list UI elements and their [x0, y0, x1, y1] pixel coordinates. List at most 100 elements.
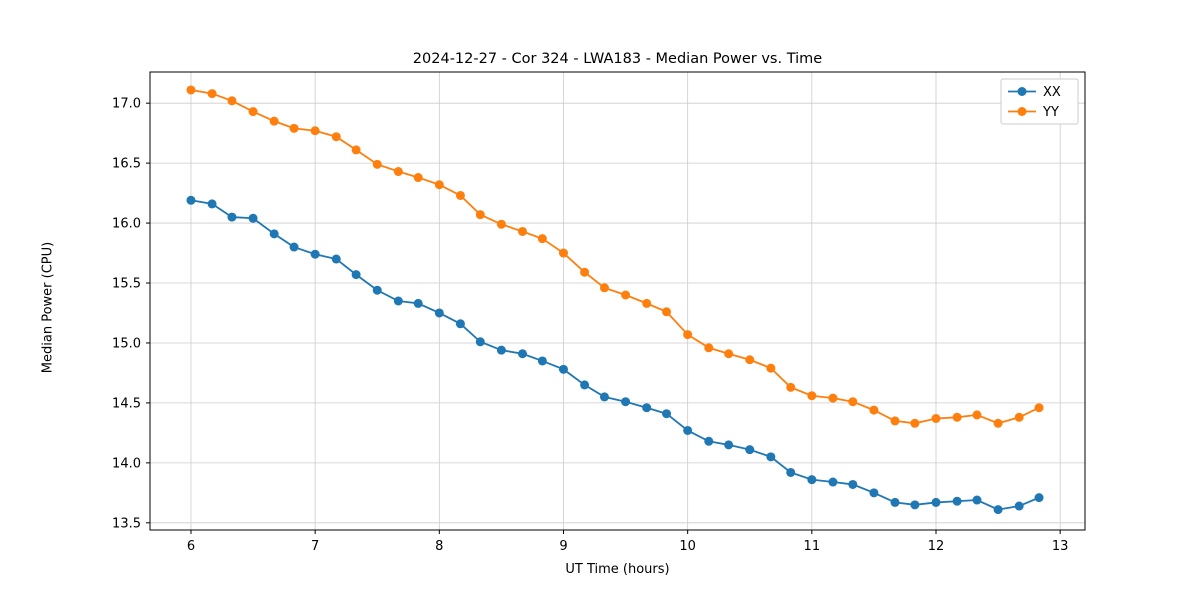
series-yy-marker [599, 283, 609, 293]
y-tick-label: 16.5 [112, 157, 141, 172]
series-yy-marker [745, 355, 755, 365]
series-yy-marker [413, 173, 423, 183]
legend-marker-sample [1017, 107, 1027, 116]
series-xx-marker [704, 436, 714, 446]
legend-box [1000, 78, 1079, 125]
series-yy-marker [310, 126, 320, 136]
series-xx-marker [952, 496, 962, 506]
series-yy-marker [269, 116, 279, 126]
series-xx-marker [993, 505, 1003, 515]
series-yy-marker [496, 219, 506, 229]
x-tick-label: 6 [187, 539, 195, 554]
series-yy-marker [186, 85, 196, 95]
series-xx-marker [807, 475, 817, 485]
x-tick-label: 13 [1052, 539, 1069, 554]
y-axis-label: Median Power (CPU) [40, 241, 56, 374]
series-xx-marker [621, 397, 631, 407]
series-yy-marker [372, 159, 382, 169]
series-yy-marker [331, 132, 341, 142]
series-yy-marker [1014, 412, 1024, 422]
series-yy-marker [1034, 403, 1044, 413]
legend-marker-sample [1017, 87, 1027, 96]
series-yy-marker [704, 343, 714, 353]
x-tick-label: 7 [311, 539, 319, 554]
series-xx-marker [1034, 493, 1044, 503]
series-yy-marker [828, 393, 838, 403]
series-xx-marker [393, 296, 403, 306]
series-xx-marker [351, 270, 361, 280]
series-xx-marker [269, 229, 279, 239]
series-xx-marker [662, 409, 672, 419]
series-xx-marker [890, 497, 900, 507]
series-yy-marker [890, 416, 900, 426]
series-xx-marker [496, 345, 506, 355]
series-xx-marker [537, 356, 547, 366]
series-yy-marker [910, 418, 920, 428]
y-tick-label: 16.0 [112, 217, 141, 232]
series-yy-marker [869, 405, 879, 415]
x-axis-label: UT Time (hours) [565, 562, 670, 577]
series-xx-marker [186, 195, 196, 205]
series-xx-marker [599, 392, 609, 402]
series-xx-marker [766, 452, 776, 462]
series-yy-marker [434, 180, 444, 190]
series-xx-marker [475, 337, 485, 347]
series-xx-marker [580, 380, 590, 390]
series-yy-marker [786, 382, 796, 392]
series-xx-marker [745, 445, 755, 455]
series-yy-marker [207, 89, 217, 99]
y-tick-label: 14.0 [112, 456, 141, 471]
legend: XX YY [1000, 78, 1079, 125]
series-yy-marker [683, 330, 693, 340]
series-xx-marker [1014, 501, 1024, 511]
series-xx-marker [248, 213, 258, 223]
series-xx-marker [910, 500, 920, 510]
series-xx-marker [310, 249, 320, 259]
series-yy-marker [558, 248, 568, 258]
series-yy-marker [227, 96, 237, 106]
series-yy-marker [972, 410, 982, 420]
x-tick-label: 11 [804, 539, 821, 554]
series-xx-marker [207, 199, 217, 209]
series-xx-marker [331, 254, 341, 264]
series-xx-marker [455, 319, 465, 329]
series-yy-marker [455, 190, 465, 200]
y-tick-label: 13.5 [112, 516, 141, 531]
series-yy-marker [621, 290, 631, 300]
series-yy-marker [537, 234, 547, 244]
legend-label: YY [1042, 105, 1059, 120]
series-yy-marker [393, 167, 403, 177]
series-yy-marker [289, 123, 299, 133]
series-xx-marker [786, 467, 796, 477]
legend-label: XX [1043, 85, 1061, 100]
series-yy-marker [642, 298, 652, 308]
series-xx-marker [869, 488, 879, 498]
series-yy-marker [952, 412, 962, 422]
series-xx-marker [434, 308, 444, 318]
y-tick-label: 14.5 [112, 396, 141, 411]
series-yy-marker [931, 413, 941, 423]
series-xx-marker [724, 440, 734, 450]
series-yy-marker [580, 267, 590, 277]
series-yy-marker [993, 418, 1003, 428]
y-tick-label: 17.0 [112, 97, 141, 112]
series-xx-marker [372, 285, 382, 295]
series-yy-marker [475, 210, 485, 220]
series-xx-marker [848, 479, 858, 489]
x-tick-label: 9 [559, 539, 567, 554]
series-xx-marker [289, 242, 299, 252]
series-yy-marker [724, 349, 734, 359]
y-tick-label: 15.5 [112, 277, 141, 292]
series-xx-marker [642, 403, 652, 413]
series-yy-marker [766, 363, 776, 373]
chart-title: 2024-12-27 - Cor 324 - LWA183 - Median P… [412, 51, 823, 67]
x-tick-label: 8 [435, 539, 443, 554]
x-tick-label: 10 [679, 539, 696, 554]
series-yy-marker [807, 391, 817, 401]
series-yy-marker [351, 145, 361, 155]
series-xx-marker [413, 298, 423, 308]
series-yy-marker [248, 107, 258, 117]
series-yy-marker [848, 397, 858, 407]
